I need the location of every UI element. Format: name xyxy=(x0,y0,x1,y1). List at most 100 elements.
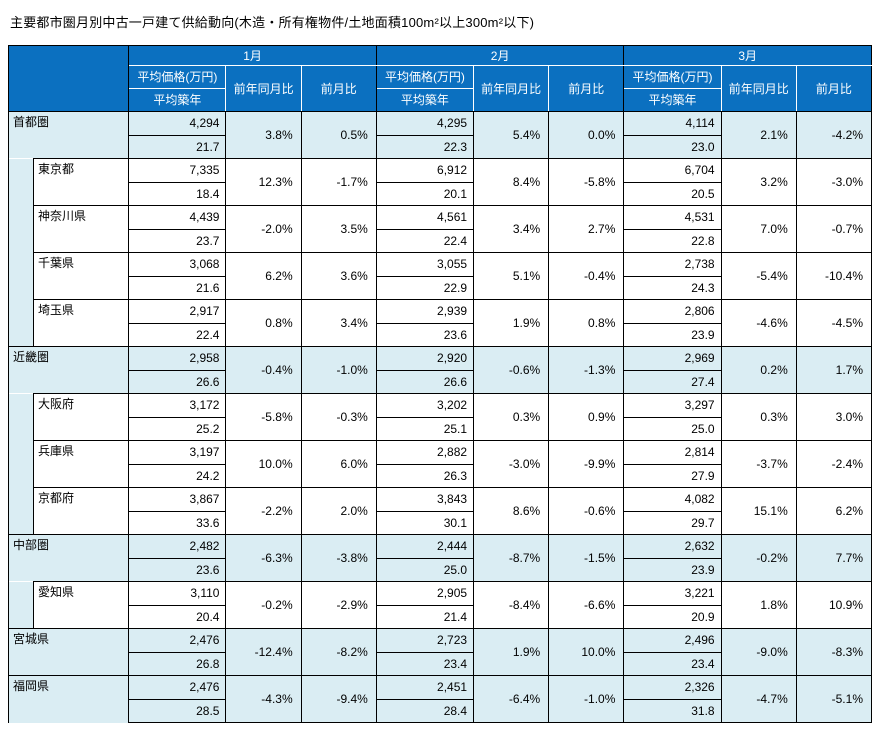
mom-cell: -4.5% xyxy=(795,299,873,347)
table-row: 26.8 23.4 23.4 xyxy=(9,651,872,676)
yoy-cell: 12.3% xyxy=(225,158,302,206)
avg-price-cell: 2,958 xyxy=(128,346,227,371)
month-header-jan: 1月 xyxy=(128,45,377,66)
avg-age-cell: 23.9 xyxy=(623,557,722,582)
avg-price-cell: 2,451 xyxy=(375,675,475,700)
avg-age-cell: 26.6 xyxy=(375,369,475,394)
mom-cell: -9.4% xyxy=(300,675,377,723)
table-row: 21.7 22.3 23.0 xyxy=(9,134,872,159)
region-label: 中部圏 xyxy=(7,534,130,582)
yoy-cell: -5.8% xyxy=(225,393,302,441)
avg-price-cell: 2,920 xyxy=(375,346,475,371)
yoy-cell: 3.8% xyxy=(225,111,302,159)
mom-cell: -2.9% xyxy=(300,581,377,629)
month-header-feb: 2月 xyxy=(375,45,625,66)
avg-price-cell: 2,444 xyxy=(375,534,475,559)
mom-cell: 3.0% xyxy=(795,393,873,441)
avg-price-cell: 3,221 xyxy=(623,581,722,606)
avg-age-cell: 25.1 xyxy=(375,416,475,441)
yoy-cell: -3.7% xyxy=(720,440,797,488)
yoy-cell: 1.9% xyxy=(473,299,550,347)
table-body: 首都圏 4,294 3.8% 0.5% 4,295 5.4% 0.0% 4,114 2.1% -4… xyxy=(7,111,873,723)
table-row: 兵庫県 3,197 10.0% 6.0% 2,882 -3.0% -9.9% 2,814 -3.… xyxy=(9,440,873,488)
prefecture-label: 埼玉県 xyxy=(33,299,130,347)
avg-price-cell: 7,335 xyxy=(128,158,227,183)
price-age-header: 平均価格(万円) 平均築年 xyxy=(623,65,722,112)
avg-age-cell: 22.3 xyxy=(375,134,475,159)
mom-cell: -1.3% xyxy=(548,346,625,394)
yoy-cell: 3.4% xyxy=(473,205,550,253)
avg-age-cell: 23.7 xyxy=(128,228,227,253)
mom-cell: 3.6% xyxy=(300,252,377,300)
avg-age-cell: 22.4 xyxy=(375,228,475,253)
table-row: 福岡県 2,476 -4.3% -9.4% 2,451 -6.4% -1.0% 2,326 -4… xyxy=(7,675,873,723)
yoy-cell: -8.7% xyxy=(473,534,550,582)
mom-cell: -0.7% xyxy=(795,205,873,253)
mom-header: 前月比 xyxy=(795,65,873,112)
yoy-cell: -12.4% xyxy=(225,628,302,676)
mom-cell: 10.0% xyxy=(548,628,625,676)
avg-price-cell: 4,114 xyxy=(623,111,722,136)
avg-price-cell: 3,172 xyxy=(128,393,227,418)
table-row: 首都圏 4,294 3.8% 0.5% 4,295 5.4% 0.0% 4,114 2.1% -4… xyxy=(7,111,873,159)
avg-age-cell: 25.0 xyxy=(623,416,722,441)
supply-trend-table: 1月 2月 3月 平均価格(万円) 平均築年 前年同月比 前月比 平均価格(万円… xyxy=(7,45,873,723)
mom-cell: -1.7% xyxy=(300,158,377,206)
avg-price-cell: 2,482 xyxy=(128,534,227,559)
avg-price-cell: 2,496 xyxy=(623,628,722,653)
table-row: 25.2 25.1 25.0 xyxy=(9,416,872,441)
prefecture-label: 神奈川県 xyxy=(33,205,130,253)
avg-age-cell: 25.2 xyxy=(128,416,227,441)
mom-cell: 0.5% xyxy=(300,111,377,159)
avg-price-cell: 4,439 xyxy=(128,205,227,230)
avg-age-cell: 27.4 xyxy=(623,369,722,394)
avg-age-cell: 22.4 xyxy=(128,322,227,347)
yoy-cell: 5.1% xyxy=(473,252,550,300)
avg-age-cell: 24.2 xyxy=(128,463,227,488)
yoy-header: 前年同月比 xyxy=(720,65,797,112)
mom-header: 前月比 xyxy=(548,65,625,112)
avg-age-cell: 26.6 xyxy=(128,369,227,394)
avg-age-cell: 21.7 xyxy=(128,134,227,159)
avg-price-cell: 2,632 xyxy=(623,534,722,559)
avg-price-cell: 2,738 xyxy=(623,252,722,277)
mom-cell: -5.8% xyxy=(548,158,625,206)
yoy-cell: -2.2% xyxy=(225,487,302,535)
table-row: 愛知県 3,110 -0.2% -2.9% 2,905 -8.4% -6.6% 3,221 1.… xyxy=(7,581,873,629)
mom-header: 前月比 xyxy=(300,65,377,112)
prefecture-label: 兵庫県 xyxy=(33,440,130,488)
yoy-cell: -4.3% xyxy=(225,675,302,723)
avg-age-cell: 23.0 xyxy=(623,134,722,159)
avg-price-cell: 3,843 xyxy=(375,487,475,512)
avg-age-cell: 26.3 xyxy=(375,463,475,488)
mom-cell: 6.2% xyxy=(795,487,873,535)
page-title: 主要都市圏月別中古一戸建て供給動向(木造・所有権物件/土地面積100m²以上30… xyxy=(10,15,535,30)
mom-cell: 0.9% xyxy=(548,393,625,441)
table-row: 中部圏 2,482 -6.3% -3.8% 2,444 -8.7% -1.5% 2,632 -0… xyxy=(7,534,873,582)
avg-price-cell: 6,704 xyxy=(623,158,722,183)
region-label: 首都圏 xyxy=(7,111,130,159)
table-row: 京都府 3,867 -2.2% 2.0% 3,843 8.6% -0.6% 4,082 15.1… xyxy=(9,487,873,535)
mom-cell: 6.0% xyxy=(300,440,377,488)
mom-cell: -9.9% xyxy=(548,440,625,488)
region-label: 福岡県 xyxy=(7,675,130,723)
yoy-cell: -8.4% xyxy=(473,581,550,629)
avg-price-cell: 4,295 xyxy=(375,111,475,136)
yoy-cell: 1.9% xyxy=(473,628,550,676)
avg-age-cell: 28.4 xyxy=(375,698,475,723)
yoy-cell: 0.2% xyxy=(720,346,797,394)
yoy-cell: 8.4% xyxy=(473,158,550,206)
avg-price-cell: 2,814 xyxy=(623,440,722,465)
avg-age-cell: 21.6 xyxy=(128,275,227,300)
mom-cell: -8.2% xyxy=(300,628,377,676)
avg-age-cell: 23.6 xyxy=(375,322,475,347)
table-row: 28.5 28.4 31.8 xyxy=(9,698,872,723)
yoy-cell: 10.0% xyxy=(225,440,302,488)
avg-age-cell: 29.7 xyxy=(623,510,722,535)
table-row: 23.6 25.0 23.9 xyxy=(9,557,872,582)
avg-price-cell: 3,068 xyxy=(128,252,227,277)
avg-price-cell: 2,969 xyxy=(623,346,722,371)
table-row: 宮城県 2,476 -12.4% -8.2% 2,723 1.9% 10.0% 2,496 -9… xyxy=(7,628,873,676)
table-row: 近畿圏 2,958 -0.4% -1.0% 2,920 -0.6% -1.3% 2,969 0.… xyxy=(7,346,873,394)
region-label: 近畿圏 xyxy=(7,346,130,394)
